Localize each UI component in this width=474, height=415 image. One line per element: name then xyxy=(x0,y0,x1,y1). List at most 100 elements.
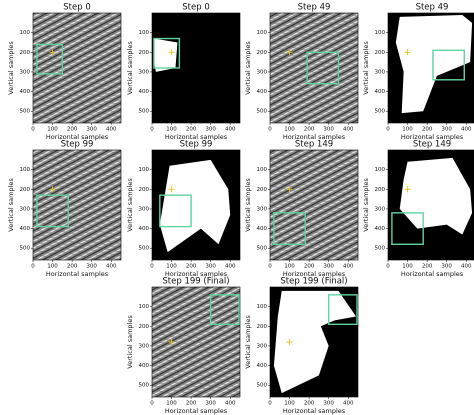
y-tick-label: 300 xyxy=(257,206,268,212)
panel: Step 49 0 100 200 300 400 100 200 300 400 500 Horiz… xyxy=(244,3,359,141)
y-tick-label: 300 xyxy=(20,69,31,75)
y-tick-label: 200 xyxy=(375,187,386,193)
panel-title: Step 99 xyxy=(61,140,94,150)
focus-box xyxy=(209,294,240,326)
y-tick-label: 300 xyxy=(257,343,268,349)
y-tick-label: 200 xyxy=(139,50,150,56)
y-tick-label: 100 xyxy=(257,167,268,173)
frame xyxy=(151,286,241,398)
y-tick-label: 300 xyxy=(139,343,150,349)
panel: Step 99 0 100 200 300 400 100 200 300 400 500 Horiz… xyxy=(7,140,122,278)
seismic-texture xyxy=(270,150,358,260)
x-tick-label: 400 xyxy=(461,127,472,133)
y-tick-label: 500 xyxy=(375,109,386,115)
y-tick-label: 500 xyxy=(20,246,31,252)
y-tick-label: 500 xyxy=(139,109,150,115)
panel-title: Step 149 xyxy=(413,140,451,150)
x-axis-label: Horizontal samples xyxy=(165,407,228,415)
y-tick-label: 400 xyxy=(257,363,268,369)
seismic-texture xyxy=(33,13,121,123)
agent-marker xyxy=(286,186,293,193)
x-tick-label: 400 xyxy=(343,264,354,270)
agent-marker xyxy=(286,339,293,345)
y-tick-label: 200 xyxy=(257,50,268,56)
x-tick-label: 300 xyxy=(205,401,216,407)
x-tick-label: 100 xyxy=(402,264,413,270)
focus-box xyxy=(327,294,358,326)
x-tick-label: 400 xyxy=(225,127,236,133)
focus-box xyxy=(159,194,192,228)
x-tick-label: 100 xyxy=(166,401,177,407)
x-tick-label: 200 xyxy=(67,264,78,270)
x-tick-label: 0 xyxy=(150,264,154,270)
x-tick-label: 300 xyxy=(86,264,97,270)
x-axis-label: Horizontal samples xyxy=(283,407,346,415)
panel: Step 0 0 100 200 300 400 100 200 300 400 500 Horizo… xyxy=(7,3,122,141)
seismic-texture xyxy=(270,13,358,123)
x-tick-label: 0 xyxy=(31,127,35,133)
agent-marker xyxy=(168,339,175,345)
y-tick-label: 100 xyxy=(20,167,31,173)
focus-box xyxy=(153,37,181,69)
y-tick-label: 200 xyxy=(257,324,268,330)
y-tick-label: 100 xyxy=(375,167,386,173)
x-tick-label: 400 xyxy=(106,127,117,133)
panel: Step 0 0 100 200 300 400 100 200 300 400 500 Horizo… xyxy=(126,3,241,141)
agent-marker xyxy=(49,49,56,56)
x-tick-label: 400 xyxy=(343,401,354,407)
y-tick-label: 100 xyxy=(139,304,150,310)
y-tick-label: 300 xyxy=(20,206,31,212)
x-tick-label: 100 xyxy=(47,264,58,270)
panel-title: Step 149 xyxy=(295,140,333,150)
x-tick-label: 400 xyxy=(343,127,354,133)
x-tick-label: 0 xyxy=(31,264,35,270)
x-tick-label: 100 xyxy=(402,127,413,133)
y-tick-label: 200 xyxy=(20,50,31,56)
y-tick-label: 400 xyxy=(139,226,150,232)
panel-title: Step 0 xyxy=(182,3,209,13)
mask-region xyxy=(153,38,178,72)
focus-box xyxy=(391,212,424,245)
x-tick-label: 0 xyxy=(386,127,390,133)
mask-region xyxy=(159,159,231,253)
y-axis-label: Vertical samples xyxy=(126,178,134,232)
x-tick-label: 400 xyxy=(225,264,236,270)
x-tick-label: 300 xyxy=(323,401,334,407)
agent-marker xyxy=(404,186,411,193)
panel: Step 199 (Final) 0 100 200 300 400 100 200 300 40… xyxy=(126,277,241,415)
x-tick-label: 100 xyxy=(284,127,295,133)
x-tick-label: 0 xyxy=(268,127,272,133)
x-axis-label: Horizontal samples xyxy=(283,270,346,278)
y-tick-label: 200 xyxy=(20,187,31,193)
frame xyxy=(387,12,474,124)
x-tick-label: 400 xyxy=(106,264,117,270)
y-tick-label: 200 xyxy=(139,324,150,330)
y-axis-label: Vertical samples xyxy=(126,315,134,369)
y-tick-label: 500 xyxy=(375,246,386,252)
x-tick-label: 300 xyxy=(205,264,216,270)
panel-title: Step 49 xyxy=(298,3,331,13)
x-tick-label: 0 xyxy=(268,264,272,270)
y-tick-label: 500 xyxy=(257,109,268,115)
seismic-texture xyxy=(33,150,121,260)
x-tick-label: 200 xyxy=(186,264,197,270)
x-tick-label: 0 xyxy=(150,401,154,407)
x-tick-label: 300 xyxy=(205,127,216,133)
x-tick-label: 200 xyxy=(67,127,78,133)
x-axis-label: Horizontal samples xyxy=(401,133,464,141)
x-tick-label: 300 xyxy=(323,264,334,270)
y-tick-label: 300 xyxy=(375,69,386,75)
y-tick-label: 400 xyxy=(139,363,150,369)
x-tick-label: 0 xyxy=(150,127,154,133)
y-tick-label: 100 xyxy=(257,304,268,310)
frame xyxy=(151,12,241,124)
x-axis-label: Horizontal samples xyxy=(401,270,464,278)
y-tick-label: 300 xyxy=(139,69,150,75)
frame xyxy=(269,149,359,261)
focus-box xyxy=(306,51,340,85)
x-tick-label: 300 xyxy=(323,127,334,133)
panel-title: Step 99 xyxy=(180,140,213,150)
y-axis-label: Vertical samples xyxy=(244,315,252,369)
x-axis-label: Horizontal samples xyxy=(165,133,228,141)
